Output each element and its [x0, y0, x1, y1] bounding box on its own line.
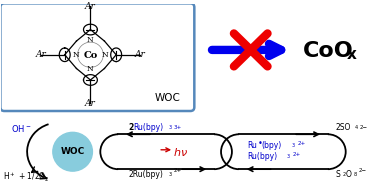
Text: O: O	[346, 170, 352, 179]
Text: 2−: 2−	[358, 168, 367, 173]
Text: 2+: 2+	[297, 142, 305, 146]
Text: (bpy): (bpy)	[262, 141, 282, 150]
Text: N: N	[87, 36, 94, 44]
Text: Co: Co	[83, 51, 98, 60]
Text: S: S	[336, 170, 341, 179]
Text: x: x	[347, 47, 357, 62]
Text: $_3$: $_3$	[286, 152, 291, 161]
Text: WOC: WOC	[60, 147, 85, 156]
Circle shape	[53, 132, 92, 171]
Text: N: N	[102, 51, 109, 59]
Text: H$^+$ + 1/2O$_2$: H$^+$ + 1/2O$_2$	[3, 170, 50, 184]
Text: OH$^-$: OH$^-$	[11, 123, 32, 134]
Text: 2+: 2+	[292, 152, 301, 157]
Text: Ru: Ru	[247, 141, 257, 150]
Text: Ar: Ar	[85, 99, 96, 108]
Text: N: N	[72, 51, 79, 59]
Text: •: •	[257, 139, 263, 149]
Text: 2Ru(bpy): 2Ru(bpy)	[128, 170, 163, 179]
Text: $h\nu$: $h\nu$	[174, 146, 188, 158]
Text: 3+: 3+	[174, 125, 182, 130]
FancyBboxPatch shape	[0, 3, 194, 111]
Text: WOC: WOC	[155, 93, 181, 103]
Text: $_8$: $_8$	[352, 170, 358, 179]
Text: CoO: CoO	[303, 41, 354, 61]
Text: 2SO: 2SO	[336, 123, 351, 132]
Text: 2: 2	[128, 123, 133, 132]
Text: Ar: Ar	[135, 50, 145, 59]
Text: Ru(bpy): Ru(bpy)	[247, 152, 277, 161]
Text: Ar: Ar	[85, 2, 96, 11]
Text: Ar: Ar	[36, 50, 46, 59]
Text: $_4$: $_4$	[354, 124, 358, 132]
Text: $_3$: $_3$	[168, 170, 173, 179]
Text: $_3$: $_3$	[291, 142, 296, 150]
Text: Ru(bpy): Ru(bpy)	[133, 123, 163, 132]
Text: 2+: 2+	[174, 168, 182, 173]
Text: $_3$: $_3$	[168, 124, 173, 132]
Text: N: N	[87, 65, 94, 73]
Text: 2−: 2−	[359, 125, 368, 130]
Text: $_2$: $_2$	[342, 170, 347, 179]
